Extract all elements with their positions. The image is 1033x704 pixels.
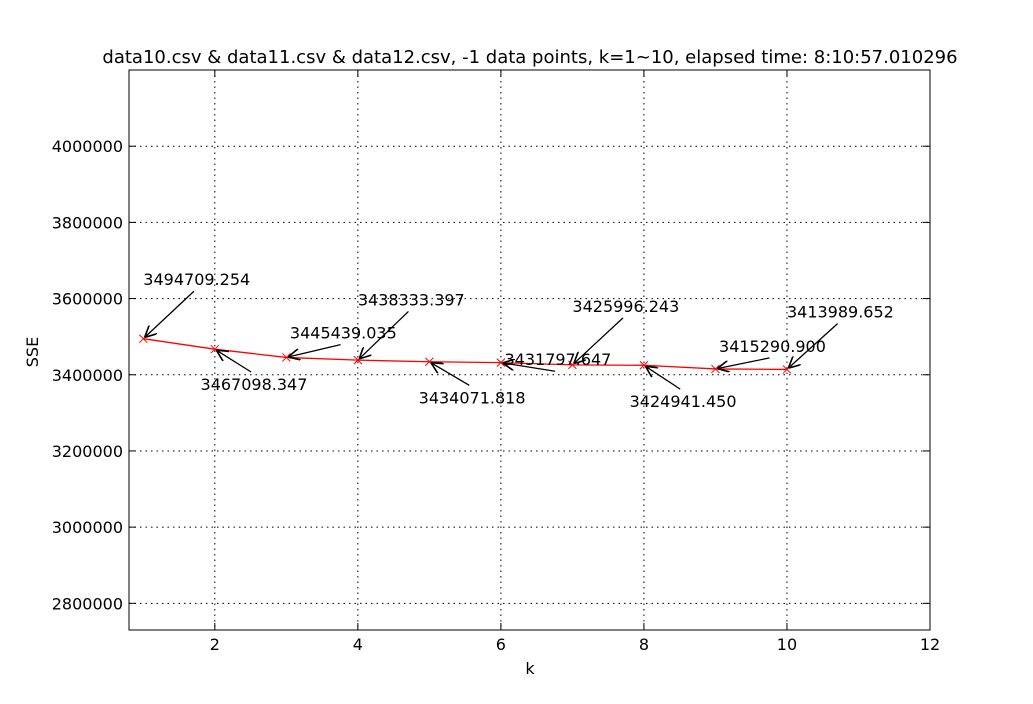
- y-tick-label: 3400000: [52, 366, 123, 385]
- data-label: 3413989.652: [787, 303, 894, 322]
- x-tick-label: 8: [639, 635, 649, 654]
- data-label: 3445439.035: [290, 324, 397, 343]
- y-tick-label: 3000000: [52, 518, 123, 537]
- y-tick-label: 3200000: [52, 442, 123, 461]
- annotation-arrow: [145, 290, 195, 336]
- data-label: 3425996.243: [572, 297, 679, 316]
- annotation-arrow: [504, 363, 556, 372]
- y-tick-label: 2800000: [52, 594, 123, 613]
- x-tick-label: 4: [353, 635, 363, 654]
- data-label: 3424941.450: [630, 392, 737, 411]
- annotation-arrow: [789, 323, 839, 368]
- annotation-arrow: [217, 351, 252, 373]
- data-label: 3434071.818: [419, 388, 526, 407]
- annotation-arrow: [432, 363, 470, 386]
- annotation-arrow: [360, 310, 409, 358]
- x-tick-label: 12: [920, 635, 940, 654]
- y-tick-label: 3600000: [52, 290, 123, 309]
- point-annotations: 3494709.254 3467098.347 3445439.035 3438333…: [143, 270, 894, 411]
- annotation-arrow: [718, 357, 770, 368]
- annotation-arrow: [289, 343, 341, 357]
- data-label: 3494709.254: [143, 270, 250, 289]
- annotation-arrow: [646, 367, 681, 390]
- data-label: 3467098.347: [201, 375, 308, 394]
- x-tick-label: 10: [777, 635, 797, 654]
- axis-ticks: 2 4 6 8 10 12 2800000 3000000 3200000 3400000 3600…: [52, 70, 940, 654]
- y-tick-label: 3800000: [52, 213, 123, 232]
- y-tick-label: 4000000: [52, 137, 123, 156]
- chart-title: data10.csv & data11.csv & data12.csv, -1…: [102, 47, 957, 68]
- x-axis-label: k: [525, 659, 535, 678]
- grid: [129, 70, 931, 630]
- plot-frame: [128, 69, 931, 631]
- data-label: 3415290.900: [719, 337, 826, 356]
- series-line: [143, 338, 787, 371]
- data-label: 3438333.397: [358, 290, 465, 309]
- x-tick-label: 2: [210, 635, 220, 654]
- annotation-arrow: [575, 317, 624, 363]
- y-axis-label: SSE: [23, 337, 42, 367]
- x-tick-label: 6: [496, 635, 506, 654]
- sse-series: [138, 334, 792, 374]
